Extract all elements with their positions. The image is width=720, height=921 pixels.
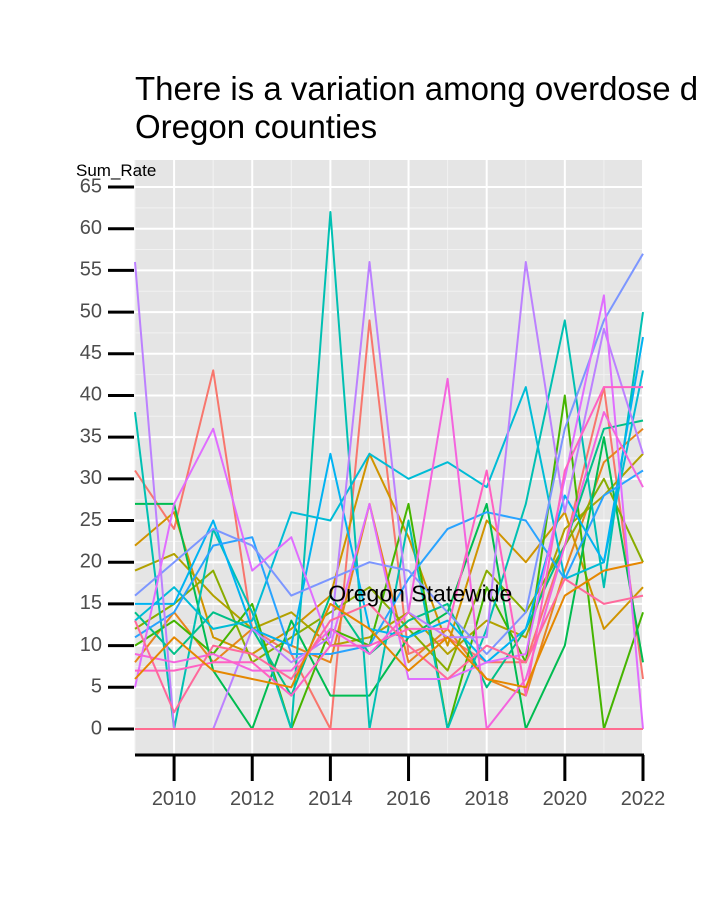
series-line	[135, 436, 644, 730]
y-tick-label: 25	[80, 509, 102, 531]
series-line	[134, 394, 644, 730]
y-tick-label: 20	[80, 551, 102, 573]
x-tick-label: 2016	[386, 788, 431, 810]
chart-title-line-1: There is a variation among overdose d	[135, 70, 699, 107]
annotations: Oregon Statewide	[328, 581, 512, 607]
y-tick-label: 55	[80, 259, 102, 281]
chart-title-line-2: Oregon counties	[135, 108, 378, 145]
x-tick-label: 2018	[464, 788, 509, 810]
y-tick-label: 60	[80, 217, 102, 239]
series-line	[135, 386, 643, 697]
y-tick-label: 40	[80, 384, 102, 406]
y-tick-label: 30	[80, 467, 102, 489]
y-axis-label: Sum_Rate	[76, 161, 156, 180]
x-tick-label: 2010	[152, 788, 197, 810]
y-tick-label: 10	[80, 634, 102, 656]
y-tick-label: 5	[91, 676, 102, 698]
series-line	[134, 577, 644, 714]
series-line	[134, 377, 644, 730]
y-tick-label: 45	[80, 342, 102, 364]
x-tick-label: 2012	[230, 788, 275, 810]
series-group	[134, 211, 644, 730]
series-line	[134, 561, 644, 689]
y-tick-label: 65	[80, 175, 102, 197]
y-tick-label: 15	[80, 592, 102, 614]
series-line	[134, 370, 644, 630]
chart-title: There is a variation among overdose d Or…	[135, 70, 720, 146]
annotation-label: Oregon Statewide	[328, 581, 512, 607]
y-tick-label: 0	[91, 717, 102, 739]
axes: 0 5 10 15 20 25 30 35 40 45 50 55 60 65 2010 2012 2014 20…	[80, 175, 666, 810]
x-tick-label: 2014	[308, 788, 353, 810]
y-tick-label: 50	[80, 300, 102, 322]
series-line	[134, 253, 644, 655]
series-line	[134, 261, 644, 730]
y-tick-label: 35	[80, 425, 102, 447]
x-tick-label: 2020	[543, 788, 588, 810]
x-tick-label: 2022	[621, 788, 666, 810]
series-line	[134, 477, 644, 672]
